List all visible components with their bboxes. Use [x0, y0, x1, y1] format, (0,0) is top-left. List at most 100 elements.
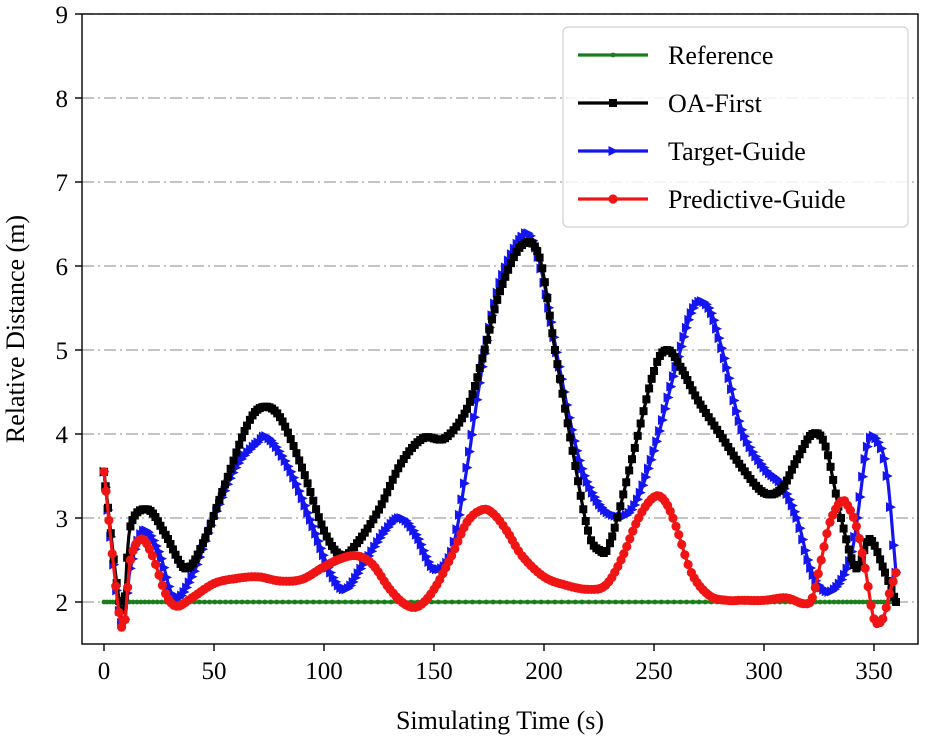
- x-tick-label-350: 350: [855, 658, 893, 685]
- data-point-2-266: [798, 534, 809, 545]
- data-point-1-81: [312, 505, 321, 514]
- data-point-2-65: [271, 442, 282, 453]
- data-point-2-139: [465, 446, 476, 457]
- data-point-0-51: [355, 599, 361, 605]
- data-point-3-6: [117, 622, 127, 632]
- data-point-0-93: [639, 599, 645, 605]
- data-point-1-140: [470, 381, 479, 390]
- data-point-2-240: [729, 395, 740, 406]
- data-point-1-261: [790, 460, 799, 469]
- y-tick-label-6: 6: [56, 254, 69, 281]
- data-point-2-202: [630, 500, 641, 511]
- data-point-3-171: [622, 541, 632, 552]
- data-point-1-113: [397, 459, 405, 468]
- data-point-0-28: [217, 599, 223, 605]
- legend-label-2: Target-Guide: [668, 137, 806, 166]
- data-point-1-55: [243, 421, 251, 430]
- data-point-0-64: [442, 599, 448, 605]
- data-point-2-207: [644, 463, 654, 474]
- legend-box: [562, 26, 909, 228]
- data-point-1-165: [535, 253, 544, 262]
- data-point-1-38: [196, 545, 205, 554]
- data-point-0-16: [159, 599, 164, 605]
- data-point-1-179: [571, 462, 580, 471]
- data-point-3-187: [668, 513, 678, 523]
- data-point-0-98: [671, 599, 677, 605]
- data-point-3-9: [125, 555, 135, 565]
- data-point-0-31: [234, 599, 239, 605]
- data-point-1-203: [636, 419, 645, 428]
- data-point-2-122: [421, 551, 432, 562]
- data-point-2-66: [274, 446, 285, 457]
- data-point-1-86: [325, 537, 334, 546]
- x-tick-label-200: 200: [525, 658, 563, 685]
- data-point-2-248: [751, 451, 762, 462]
- data-point-0-74: [511, 599, 517, 605]
- y-axis-label: Relative Distance (m): [1, 215, 30, 443]
- data-point-1-26: [166, 539, 175, 548]
- data-point-1-83: [317, 520, 326, 529]
- data-point-1-29: [174, 555, 183, 564]
- data-point-0-72: [497, 599, 503, 605]
- data-point-0-99: [678, 599, 683, 605]
- data-point-2-268: [803, 555, 814, 565]
- data-point-0-128: [836, 599, 841, 605]
- data-point-1-176: [563, 419, 572, 428]
- data-point-2-86: [328, 572, 339, 583]
- data-point-1-21: [153, 517, 162, 526]
- x-tick-label-100: 100: [305, 658, 343, 685]
- data-point-0-134: [860, 599, 866, 605]
- data-point-2-235: [717, 343, 728, 354]
- series-layer: [99, 228, 902, 632]
- data-point-3-260: [888, 576, 898, 587]
- data-point-2-67: [277, 451, 288, 462]
- data-point-1-235: [721, 438, 730, 447]
- data-point-3-170: [619, 549, 629, 559]
- y-tick-label-8: 8: [56, 86, 69, 113]
- x-tick-label-300: 300: [745, 658, 783, 685]
- data-point-2-138: [462, 462, 473, 473]
- data-point-0-34: [250, 599, 256, 605]
- data-point-0-75: [518, 599, 524, 605]
- data-point-1-207: [647, 374, 656, 383]
- data-point-1-280: [839, 524, 848, 533]
- data-point-1-52: [235, 440, 244, 449]
- data-point-1-102: [366, 520, 375, 529]
- data-point-1-105: [375, 505, 383, 514]
- data-point-1-169: [545, 311, 554, 320]
- data-point-1-231: [710, 421, 719, 430]
- data-point-3-259: [884, 589, 895, 599]
- data-point-3-188: [671, 521, 681, 532]
- data-point-2-230: [704, 303, 715, 313]
- data-point-1-294: [876, 555, 885, 564]
- data-point-3-8: [123, 582, 133, 592]
- data-point-1-201: [630, 443, 639, 452]
- data-point-0-29: [223, 599, 228, 605]
- data-point-2-102: [370, 541, 381, 552]
- y-tick-label-2: 2: [56, 590, 69, 617]
- data-point-2-103: [373, 537, 384, 548]
- data-point-1-234: [718, 434, 727, 443]
- data-point-0-36: [262, 599, 268, 605]
- data-point-2-215: [666, 381, 677, 392]
- data-point-2-214: [663, 392, 674, 403]
- data-point-1-197: [619, 490, 628, 499]
- data-point-3-253: [866, 600, 876, 611]
- data-point-1-272: [818, 435, 827, 444]
- y-tick-label-3: 3: [56, 506, 69, 533]
- data-point-0-125: [822, 599, 828, 605]
- data-point-3-3: [107, 549, 117, 559]
- data-point-1-39: [199, 539, 207, 548]
- data-point-2-270: [808, 569, 819, 580]
- data-point-3-235: [813, 569, 823, 579]
- data-point-3-1: [101, 486, 111, 496]
- data-point-2-299: [885, 502, 896, 513]
- data-point-2-80: [313, 536, 324, 547]
- data-point-0-52: [362, 599, 368, 605]
- data-point-3-189: [674, 530, 684, 540]
- data-point-0-89: [613, 599, 618, 605]
- data-point-0-44: [310, 599, 316, 605]
- y-tick-label-7: 7: [56, 170, 69, 197]
- data-point-3-172: [625, 534, 635, 544]
- data-point-1-54: [240, 427, 249, 436]
